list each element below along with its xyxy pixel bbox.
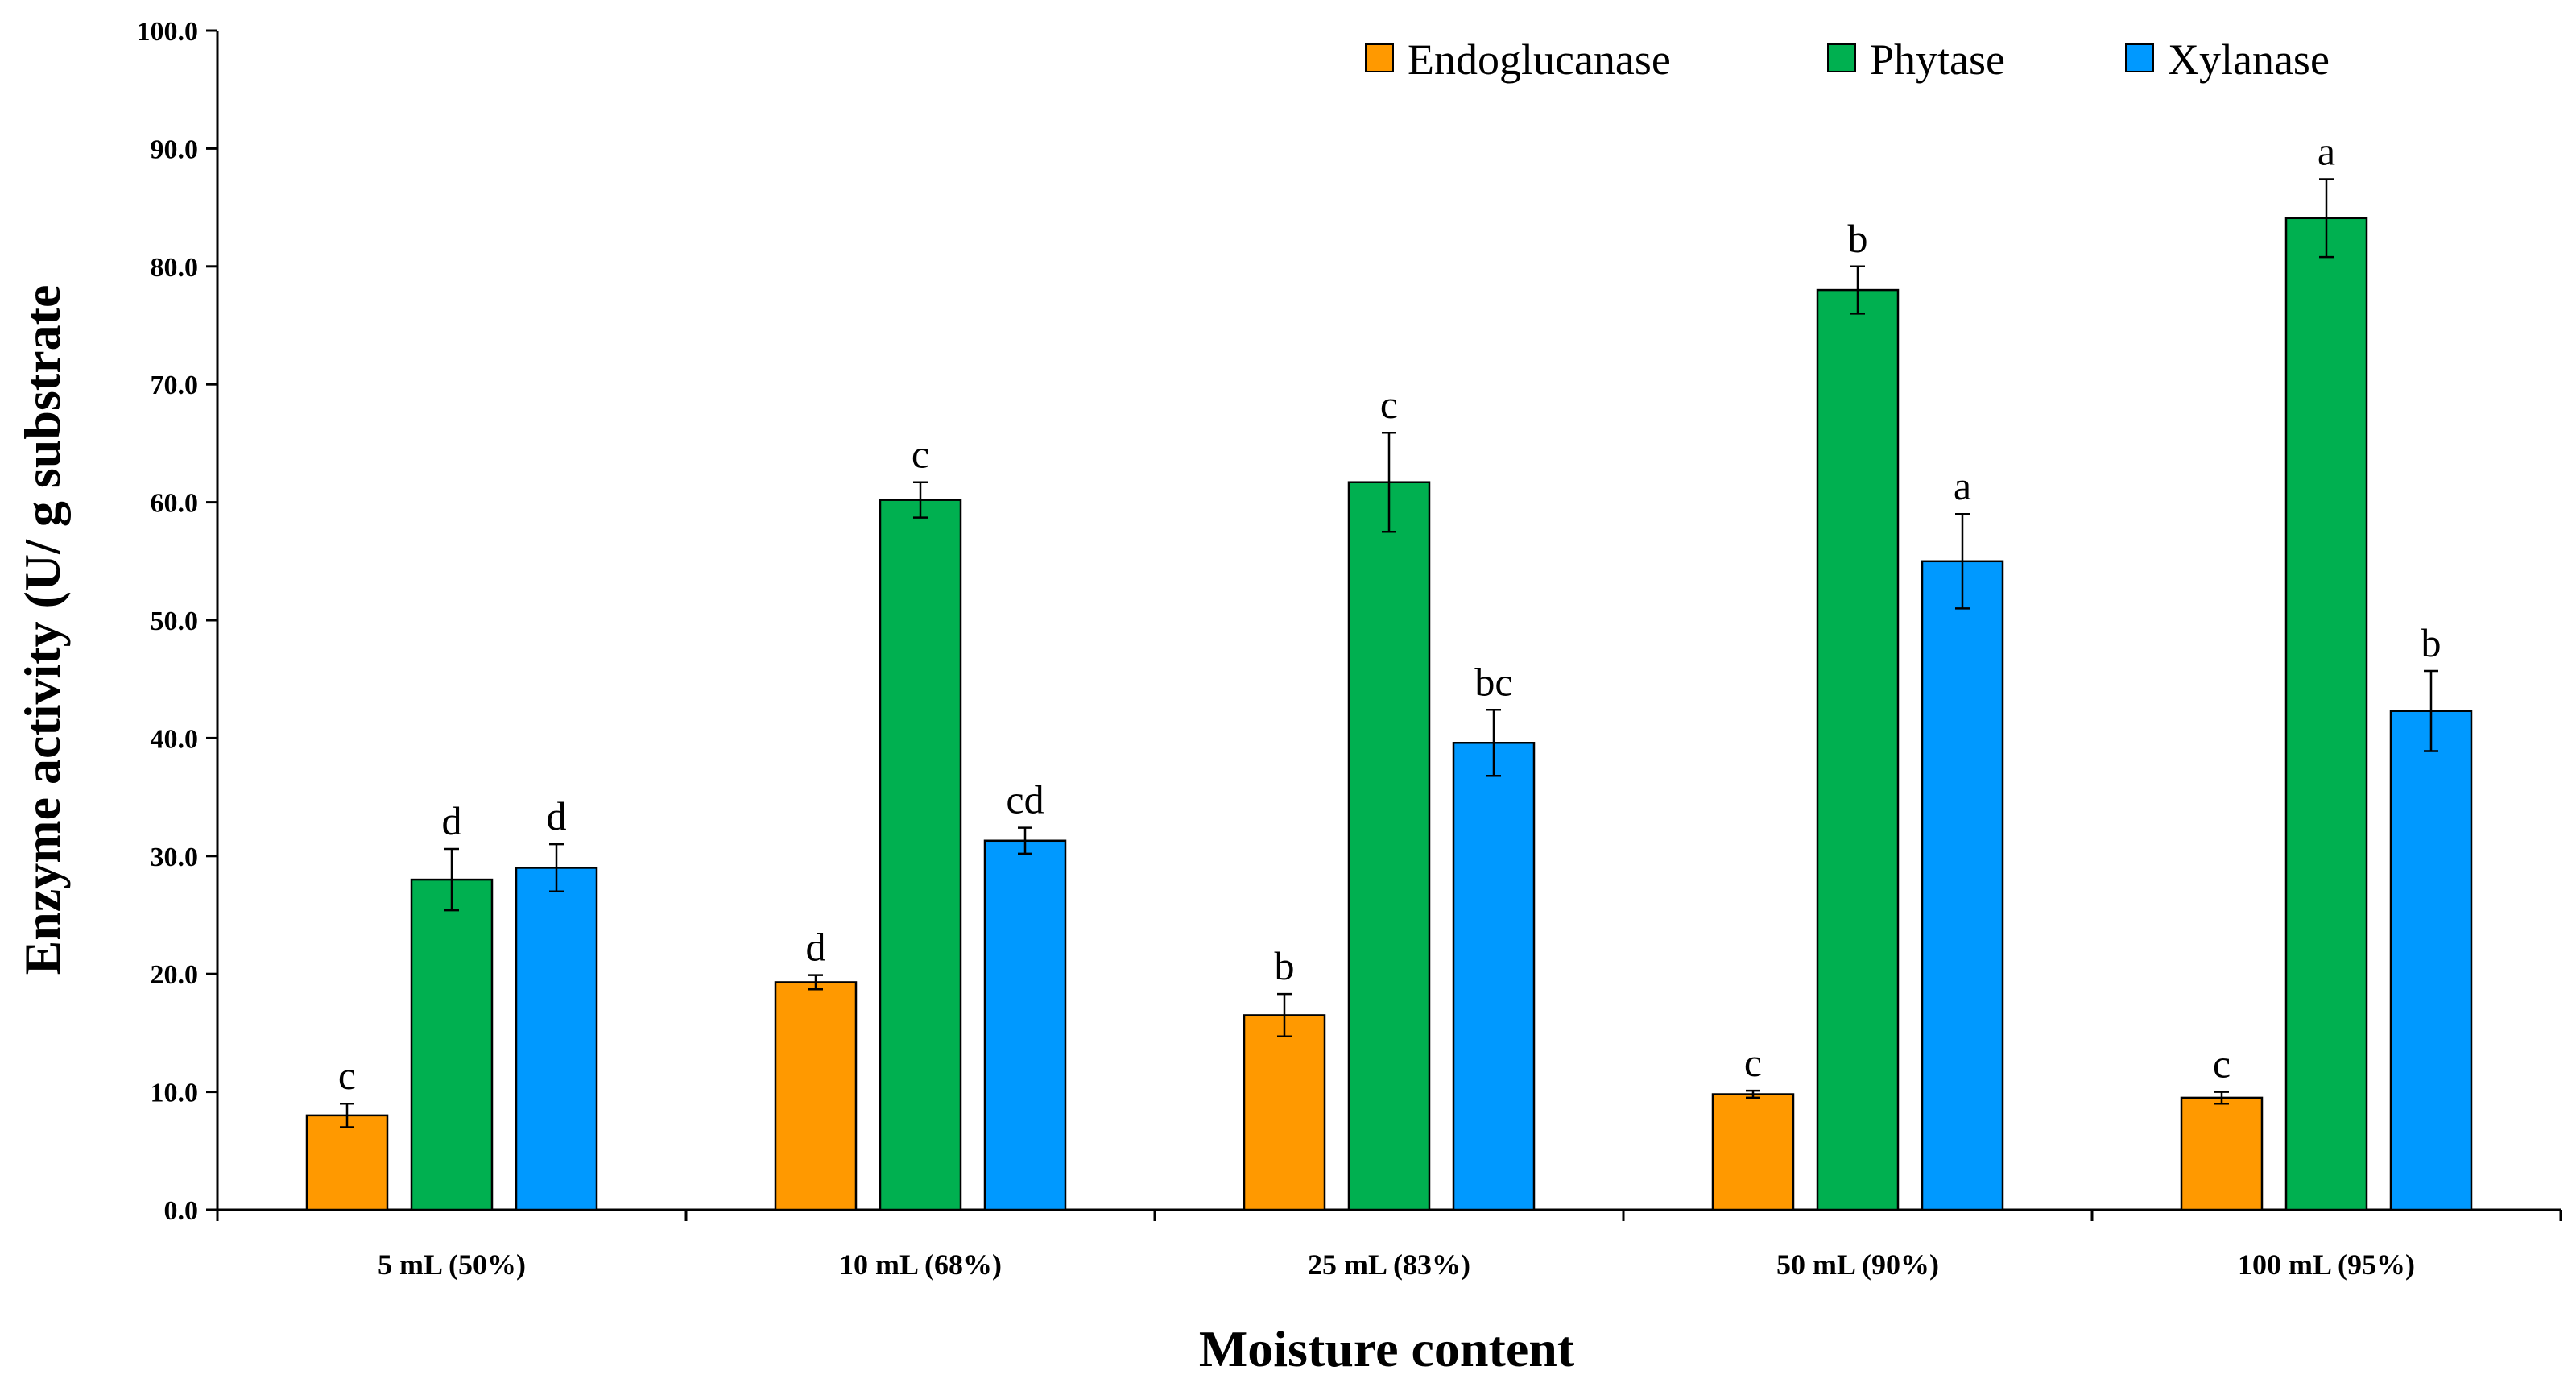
bar-xylanase-25-ml-83 xyxy=(1452,742,1536,1211)
y-tick-label: 100.0 xyxy=(137,17,199,47)
bar-xylanase-100-ml-95 xyxy=(2389,710,2473,1211)
legend-swatch-xylanase xyxy=(2125,43,2154,72)
legend-label-xylanase: Xylanase xyxy=(2168,35,2330,84)
x-tick-label: 5 mL (50%) xyxy=(378,1248,526,1281)
x-tick-label: 10 mL (68%) xyxy=(839,1248,1002,1281)
significance-letter: b xyxy=(1848,216,1868,261)
y-tick-label: 40.0 xyxy=(151,724,199,754)
y-tick-label: 30.0 xyxy=(151,843,199,872)
significance-letter: d xyxy=(806,925,826,970)
bar-xylanase-5-ml-50 xyxy=(515,867,598,1211)
significance-letter: c xyxy=(912,432,929,477)
legend-label-phytase: Phytase xyxy=(1870,35,2005,84)
x-tick-label: 100 mL (95%) xyxy=(2238,1248,2415,1281)
y-tick-label: 70.0 xyxy=(151,371,199,400)
significance-letter: c xyxy=(1744,1040,1762,1085)
y-tick-label: 80.0 xyxy=(151,253,199,283)
bar-endoglucanase-10-ml-68 xyxy=(774,981,858,1211)
bar-endoglucanase-25-ml-83 xyxy=(1243,1014,1326,1211)
significance-letter: bc xyxy=(1474,659,1512,704)
significance-letter: b xyxy=(2421,620,2442,665)
bar-endoglucanase-50-ml-90 xyxy=(1711,1093,1795,1211)
y-tick-label: 10.0 xyxy=(151,1079,199,1108)
y-tick-label: 0.0 xyxy=(164,1196,199,1226)
bar-endoglucanase-5-ml-50 xyxy=(305,1114,389,1211)
y-axis-title: Enzyme activity (U/ g substrate xyxy=(14,285,71,975)
y-tick-label: 90.0 xyxy=(151,135,199,164)
x-tick-label: 25 mL (83%) xyxy=(1308,1248,1470,1281)
legend-swatch-endoglucanase xyxy=(1365,43,1394,72)
bar-xylanase-50-ml-90 xyxy=(1921,560,2004,1211)
bar-phytase-100-ml-95 xyxy=(2284,217,2368,1211)
significance-letter: c xyxy=(1380,382,1398,427)
x-tick-label: 50 mL (90%) xyxy=(1776,1248,1939,1281)
significance-letter: cd xyxy=(1006,777,1044,822)
bar-xylanase-10-ml-68 xyxy=(983,839,1067,1211)
legend-label-endoglucanase: Endoglucanase xyxy=(1408,35,1671,84)
x-axis-title: Moisture content xyxy=(1199,1320,1575,1377)
significance-letter: a xyxy=(2318,128,2335,173)
legend: Endoglucanase Phytase Xylanase xyxy=(1365,35,2330,84)
labels-layer: 0.0 10.0 20.0 30.0 40.0 50.0 60.0 70.0 80.0 90.0 1… xyxy=(137,17,2442,1281)
significance-letter: c xyxy=(338,1053,356,1098)
bar-phytase-10-ml-68 xyxy=(879,499,962,1211)
significance-letter: d xyxy=(547,793,567,838)
significance-letter: c xyxy=(2213,1041,2231,1087)
significance-letter: b xyxy=(1275,943,1295,988)
bar-endoglucanase-100-ml-95 xyxy=(2180,1096,2264,1211)
bar-phytase-50-ml-90 xyxy=(1816,288,1900,1211)
legend-swatch-phytase xyxy=(1827,43,1856,72)
bars-layer xyxy=(305,178,2473,1211)
bar-phytase-5-ml-50 xyxy=(410,878,494,1211)
significance-letter: a xyxy=(1954,463,1971,508)
y-tick-label: 20.0 xyxy=(151,960,199,990)
y-tick-label: 50.0 xyxy=(151,607,199,636)
significance-letter: d xyxy=(442,798,462,843)
y-tick-label: 60.0 xyxy=(151,489,199,519)
bar-phytase-25-ml-83 xyxy=(1347,481,1431,1211)
